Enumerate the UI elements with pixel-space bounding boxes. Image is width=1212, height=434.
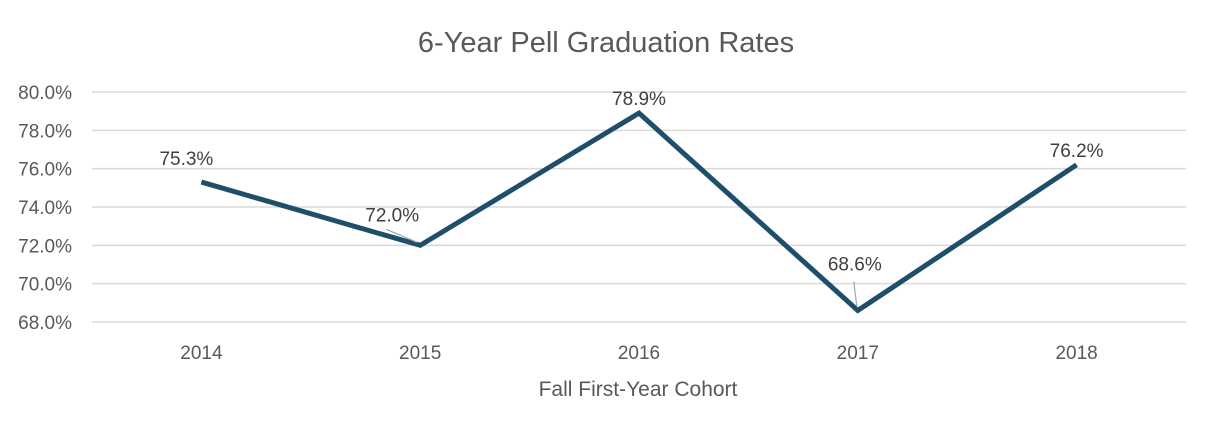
data-label: 78.9% [612, 89, 666, 110]
data-label: 75.3% [159, 149, 213, 170]
y-tick-label: 74.0% [18, 198, 72, 219]
y-tick-label: 68.0% [18, 313, 72, 334]
x-tick-label: 2014 [180, 343, 223, 364]
y-tick-label: 78.0% [18, 121, 72, 142]
y-tick-label: 80.0% [18, 83, 72, 104]
chart-title: 6-Year Pell Graduation Rates [418, 27, 794, 59]
data-label-leader [853, 281, 858, 307]
data-label: 68.6% [828, 255, 882, 276]
x-axis-tick-labels: 2014 2015 2016 2017 2018 [180, 343, 1097, 364]
x-tick-label: 2016 [618, 343, 660, 364]
data-label-leader [385, 228, 418, 243]
y-axis-tick-labels: 80.0% 78.0% 76.0% 74.0% 72.0% 70.0% 68.0% [18, 83, 72, 334]
y-tick-label: 76.0% [18, 160, 72, 181]
x-tick-label: 2017 [837, 343, 879, 364]
y-tick-label: 70.0% [18, 275, 72, 296]
data-labels: 75.3% 72.0% 78.9% 68.6% 76.2% [159, 89, 1104, 307]
data-label: 76.2% [1050, 141, 1104, 162]
gridlines [92, 91, 1186, 323]
x-tick-label: 2015 [399, 343, 441, 364]
series-line [200, 109, 1078, 314]
y-tick-label: 72.0% [18, 236, 72, 257]
series-layer [200, 109, 1078, 314]
x-tick-label: 2018 [1055, 343, 1097, 364]
data-label: 72.0% [365, 205, 419, 226]
x-axis-title: Fall First-Year Cohort [539, 378, 738, 401]
